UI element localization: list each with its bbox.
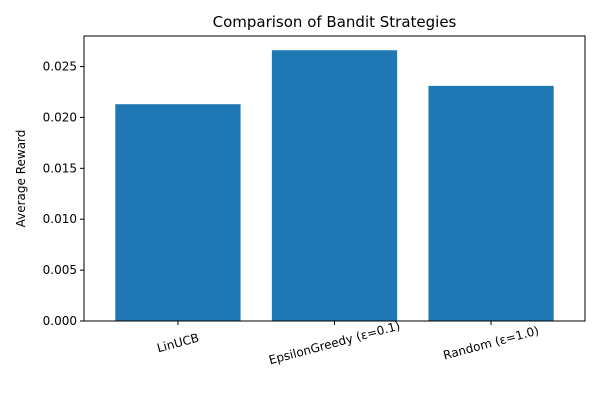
bar-2 (428, 85, 554, 321)
x-tick-label-0: LinUCB (155, 331, 200, 356)
y-tick-label-1: 0.005 (43, 263, 77, 277)
y-tick-label-5: 0.025 (43, 60, 77, 74)
bar-1 (271, 50, 398, 321)
chart-title: Comparison of Bandit Strategies (213, 13, 457, 31)
x-axis-ticks: LinUCB EpsilonGreedy (ε=0.1) Random (ε=1.0… (155, 319, 540, 368)
y-tick-label-4: 0.020 (43, 110, 77, 124)
y-tick-label-2: 0.010 (43, 212, 77, 226)
y-tick-label-0: 0.000 (43, 314, 77, 328)
bar-0 (115, 104, 241, 321)
plot-frame (83, 35, 586, 322)
y-axis-label: Average Reward (14, 130, 28, 228)
x-tick-label-2: Random (ε=1.0) (442, 323, 541, 362)
bars-layer (115, 50, 554, 321)
x-tick-label-1: EpsilonGreedy (ε=0.1) (267, 319, 401, 368)
y-axis-ticks: 0.000 0.005 0.010 0.015 0.020 0.025 (43, 60, 84, 328)
y-tick-label-3: 0.015 (43, 161, 77, 175)
